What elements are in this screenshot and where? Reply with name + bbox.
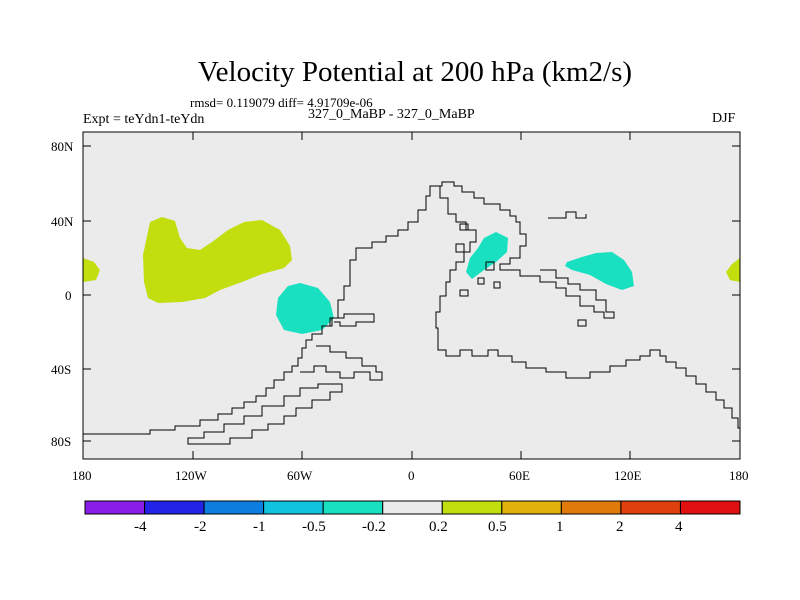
colorbar-label-6: 0.2 [429, 519, 448, 535]
tick-marks [83, 132, 740, 459]
colorbar-label-1: -4 [134, 519, 147, 535]
lon-label-180-east: 180 [729, 468, 749, 483]
coastline-africa-east [435, 186, 741, 438]
lon-label-120w: 120W [175, 468, 207, 483]
lat-label-40s: 40S [51, 362, 72, 377]
colorbar-swatch-3 [203, 500, 265, 515]
colorbar-swatch-10 [620, 500, 681, 515]
coastline-north-america [322, 181, 615, 327]
colorbar-label-9: 2 [616, 519, 624, 535]
lon-label-120e: 120E [614, 468, 642, 483]
coastline-small-island-3 [485, 261, 495, 271]
colorbar-label-5: -0.2 [362, 519, 386, 535]
colorbar-swatch-2 [144, 500, 205, 515]
colorbar-swatch-5 [322, 500, 384, 515]
colorbar [84, 500, 741, 515]
colorbar-label-4: -0.5 [302, 519, 326, 535]
stats-label: rmsd= 0.119079 diff= 4.91709e-06 [190, 95, 373, 110]
colorbar-label-2: -2 [194, 519, 207, 535]
lon-label-180-west: 180 [72, 468, 92, 483]
negative-anomaly-africa [466, 232, 508, 279]
coastline-small-island-8 [459, 223, 469, 231]
colorbar-label-3: -1 [253, 519, 266, 535]
lat-label-80n: 80N [51, 139, 74, 154]
lon-label-60e: 60E [509, 468, 530, 483]
colorbar-swatch-9 [560, 500, 622, 515]
coastline-small-island-6 [459, 289, 469, 297]
positive-anomaly-east-edge [726, 258, 740, 282]
lat-label-0: 0 [65, 288, 72, 303]
colorbar-swatch-8 [501, 500, 562, 515]
colorbar-label-7: 0.5 [488, 519, 507, 535]
positive-anomaly-central-pacific [143, 217, 292, 303]
coastline-small-island-2 [455, 243, 465, 253]
season-label: DJF [712, 111, 736, 126]
colorbar-swatch-6 [382, 500, 443, 515]
lon-label-0: 0 [408, 468, 415, 483]
colorbar-label-8: 1 [556, 519, 564, 535]
colorbar-swatch-7 [441, 500, 503, 515]
lat-label-80s: 80S [51, 434, 72, 449]
colorbar-swatch-1 [84, 500, 146, 515]
coastlines [83, 181, 741, 445]
colorbar-label-10: 4 [675, 519, 683, 535]
colorbar-swatch-11 [679, 500, 741, 515]
lon-label-60w: 60W [287, 468, 313, 483]
coastline-small-island-4 [493, 281, 501, 289]
colorbar-swatch-4 [263, 500, 324, 515]
experiment-label: Expt = teYdn1-teYdn [83, 112, 205, 127]
coastline-south-america-west [83, 313, 375, 435]
coastline-antarctic-fragment-1 [187, 383, 343, 445]
coastline-patagonia-fragment [300, 345, 383, 381]
plot-title: Velocity Potential at 200 hPa (km2/s) [197, 56, 633, 88]
contour-fills [83, 217, 740, 334]
positive-anomaly-west-edge [83, 258, 100, 282]
coastline-small-island-1 [548, 211, 587, 219]
coastline-small-island-7 [577, 319, 587, 327]
coastline-small-island-5 [477, 277, 485, 285]
negative-anomaly-south-america [276, 283, 334, 334]
negative-anomaly-indian-ocean [565, 252, 634, 290]
case-label: 327_0_MaBP - 327_0_MaBP [308, 107, 475, 122]
lat-label-40n: 40N [51, 214, 74, 229]
